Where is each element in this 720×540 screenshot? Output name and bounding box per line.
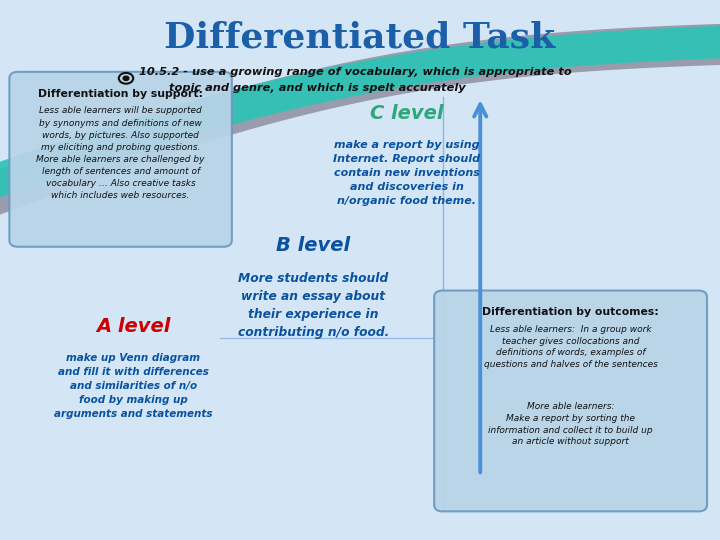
Text: 10.5.2 - use a growing range of vocabulary, which is appropriate to: 10.5.2 - use a growing range of vocabula… [139, 67, 572, 77]
Text: Less able learners:  In a group work
teacher gives collocations and
definitions : Less able learners: In a group work teac… [484, 325, 657, 369]
Text: topic and genre, and which is spelt accurately: topic and genre, and which is spelt accu… [169, 83, 466, 93]
Text: Differentiation by outcomes:: Differentiation by outcomes: [482, 307, 659, 317]
Polygon shape [0, 23, 720, 224]
Text: make a report by using
Internet. Report should
contain new inventions
and discov: make a report by using Internet. Report … [333, 140, 480, 206]
Circle shape [123, 76, 129, 80]
FancyBboxPatch shape [9, 72, 232, 247]
Text: More able learners:
Make a report by sorting the
information and collect it to b: More able learners: Make a report by sor… [488, 402, 653, 446]
Text: make up Venn diagram
and fill it with differences
and similarities of n/o
food b: make up Venn diagram and fill it with di… [54, 353, 212, 419]
FancyBboxPatch shape [434, 291, 707, 511]
Text: A level: A level [96, 317, 171, 336]
Text: Less able learners will be supported
by synonyms and definitions of new
words, b: Less able learners will be supported by … [36, 106, 205, 200]
Text: More students should
write an essay about
their experience in
contributing n/o f: More students should write an essay abou… [238, 272, 389, 339]
Text: C level: C level [370, 104, 444, 123]
Text: B level: B level [276, 236, 350, 255]
Polygon shape [0, 24, 720, 206]
Text: Differentiated Task: Differentiated Task [164, 21, 556, 55]
Text: Differentiation by support:: Differentiation by support: [38, 89, 203, 99]
